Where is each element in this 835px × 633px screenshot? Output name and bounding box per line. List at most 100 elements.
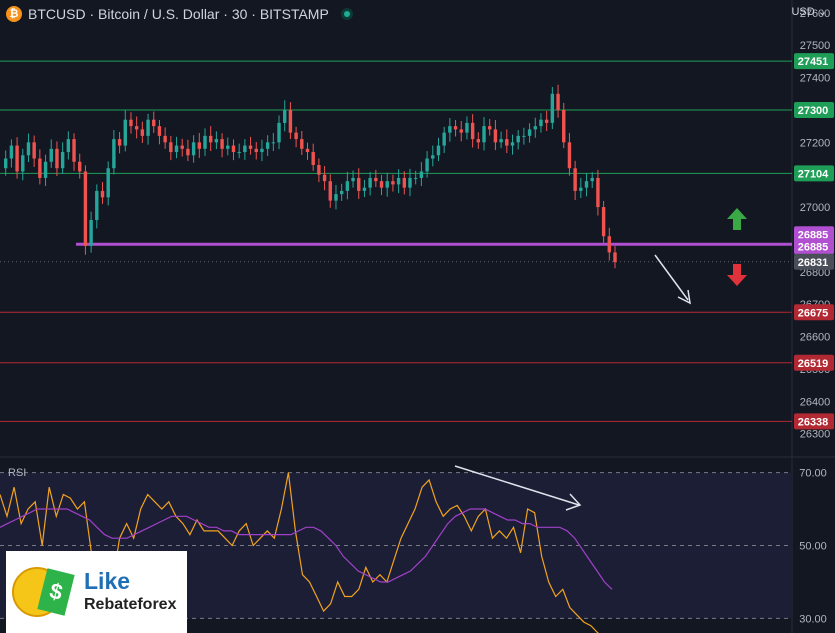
live-status-icon [340,8,353,20]
currency-selector[interactable]: USD ⌄ [791,5,827,18]
candle-body [21,155,25,172]
candle-body [613,252,617,263]
candle-body [573,168,577,191]
candle-body [186,148,190,156]
price-level-label: 26519 [798,358,829,370]
candle-body [351,177,355,182]
price-level-label: 26831 [798,257,829,269]
candle-body [539,119,543,127]
candle-body [402,177,407,188]
price-level-tag [794,238,834,255]
rsi-tick-label: 50.00 [799,541,827,553]
candle-body [368,177,372,188]
candle-body [32,142,36,159]
candle-body [254,148,258,153]
candle-body [385,181,389,188]
candle-body [15,145,19,172]
green-up-arrow-icon [727,208,747,230]
rsi-tick-label: 70.00 [799,468,827,480]
rsi-pane-label: RSI [8,467,27,479]
candle-body [66,139,71,153]
candle-body [579,187,583,191]
candle-body [510,142,515,146]
candle-body [584,181,589,188]
price-level-tag [794,165,834,182]
candle-body [83,171,88,246]
candle-body [260,148,264,153]
candle-body [106,168,110,198]
chevron-down-icon: ⌄ [817,6,827,18]
candle-body [78,161,82,172]
candle-body [339,190,344,195]
candle-body [277,122,281,143]
candle-body [431,155,435,159]
price-level-label: 26338 [798,416,829,428]
candle-body [271,142,276,144]
price-level-label: 26675 [798,307,829,319]
divergence-arrowhead [565,493,582,511]
candle-body [544,119,549,123]
candle-body [26,142,31,156]
candle-body [374,177,378,182]
candle-body [243,145,247,153]
candle-body [334,194,338,201]
candle-body [482,126,486,143]
candle-body [300,139,304,149]
candle-body [516,135,520,143]
candle-body [123,119,127,146]
trend-arrow-icon [654,254,689,301]
candle-body [203,135,207,149]
price-tick-label: 27000 [800,202,831,214]
candle-body [527,129,532,136]
candle-body [231,145,236,153]
candle-body [413,177,418,179]
candle-body [505,139,509,146]
candle-body [425,158,429,172]
rsi-tick-label: 30.00 [799,613,827,625]
divergence-arrow-icon [454,465,580,506]
price-tick-label: 27400 [800,73,831,85]
price-level-label: 27451 [798,56,829,68]
price-level-label: 27300 [798,105,829,117]
candle-body [522,135,526,137]
candle-body [596,177,600,208]
logo-coin-icon: $ [12,557,75,627]
candle-body [157,126,162,136]
symbol-title[interactable]: BTCUSD · Bitcoin / U.S. Dollar · 30 · BI… [28,6,329,22]
candle-body [362,187,367,191]
chart-header: ₿ BTCUSD · Bitcoin / U.S. Dollar · 30 · … [6,4,353,24]
logo-brand-top: Like [84,568,131,594]
candle-body [197,142,202,149]
candle-body [459,129,463,133]
candle-body [294,132,298,140]
rsi-ma-line [0,508,613,590]
candle-body [488,126,492,130]
price-level-label: 27104 [798,168,829,180]
trend-arrowhead [677,289,691,305]
price-level-tag [794,354,834,371]
candle-body [152,119,156,127]
candle-body [43,161,48,178]
candle-body [265,142,270,149]
price-level-tag [794,253,834,270]
candle-body [248,145,253,149]
price-level-tag [794,101,834,118]
candle-body [556,93,560,110]
price-tick-label: 26800 [800,267,831,279]
candle-body [590,177,594,182]
candle-body [38,158,42,178]
price-tick-label: 27200 [800,137,831,149]
currency-label: USD [791,6,815,18]
candle-body [180,145,184,149]
candle-body [60,152,65,169]
candle-body [357,177,361,191]
candle-body [607,236,612,253]
logo-brand-bottom: Rebateforex [84,596,177,613]
candle-body [134,126,139,130]
candle-body [288,109,293,133]
candle-body [419,171,424,178]
price-tick-label: 27600 [800,8,831,20]
candle-body [174,145,179,153]
candle-body [322,174,327,182]
